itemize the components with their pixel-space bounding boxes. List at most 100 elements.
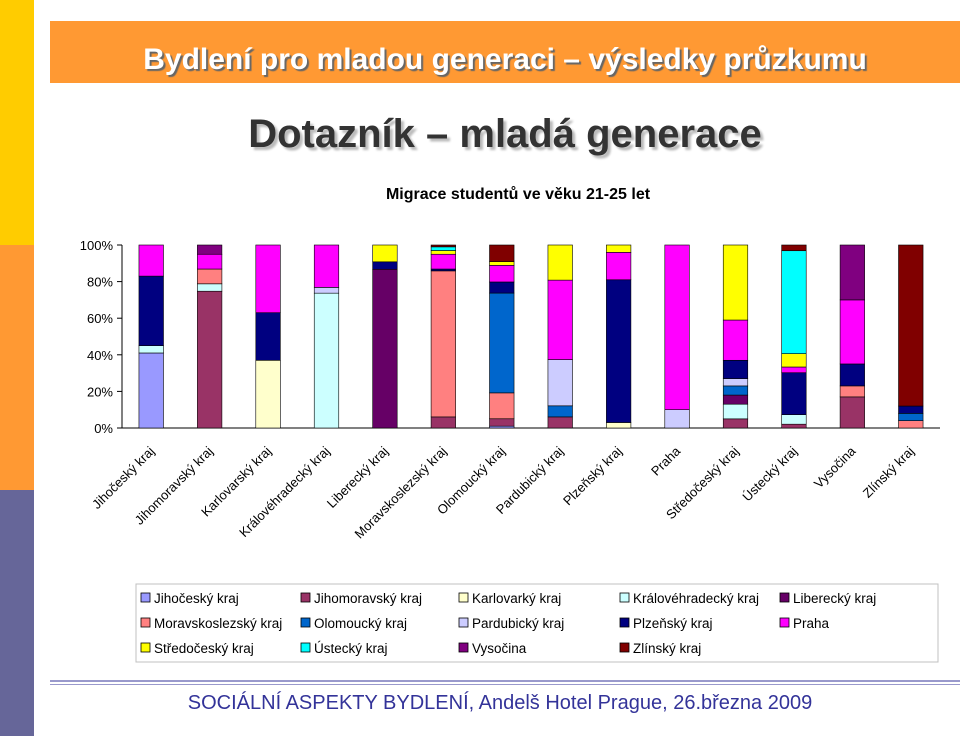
side-strip-middle xyxy=(0,245,34,490)
legend-swatch xyxy=(779,592,790,603)
legend-swatch xyxy=(619,592,630,603)
bar-segment xyxy=(722,319,749,361)
bar-segment xyxy=(255,312,281,361)
bar-segment xyxy=(664,409,690,429)
bar-segment xyxy=(839,299,865,365)
legend-swatch xyxy=(458,592,469,603)
bar-segment xyxy=(313,292,340,429)
bar-segment xyxy=(781,414,807,425)
bar-segment xyxy=(898,413,924,421)
legend-label: Plzeňský kraj xyxy=(633,616,713,631)
bar-segment xyxy=(430,250,456,255)
y-tick-label: 80% xyxy=(87,275,113,290)
bar-segment xyxy=(664,244,690,410)
bar-segment xyxy=(197,290,223,429)
bar-segment xyxy=(255,359,281,429)
legend-swatch xyxy=(619,617,630,628)
bar-segment xyxy=(489,392,515,420)
bar-segment xyxy=(839,363,865,387)
side-strip-bottom xyxy=(0,490,34,736)
bar-segment xyxy=(722,394,749,405)
legend-box xyxy=(135,583,939,663)
bar-segment xyxy=(606,252,632,281)
legend-label: Jihomoravský kraj xyxy=(314,591,422,606)
bar-segment xyxy=(255,244,281,314)
bar-segment xyxy=(197,283,223,292)
legend-swatch xyxy=(458,617,469,628)
bar-segment xyxy=(839,396,865,429)
bar-segment xyxy=(197,268,223,285)
legend-swatch xyxy=(619,642,630,653)
chart-title: Migrace studentů ve věku 21-25 let xyxy=(386,186,651,203)
bar-segment xyxy=(430,253,456,270)
bar-segment xyxy=(197,244,223,255)
bar-segment xyxy=(547,359,573,407)
bar-segment xyxy=(722,359,749,379)
legend-label: Moravskoslezský kraj xyxy=(154,616,282,631)
legend-swatch xyxy=(140,617,151,628)
slide-title: Bydlení pro mladou generaci – výsledky p… xyxy=(143,43,867,76)
y-tick-label: 100% xyxy=(80,238,114,253)
legend-label: Jihočeský kraj xyxy=(154,591,239,606)
bar-segment xyxy=(722,385,749,396)
footer-divider xyxy=(50,680,960,682)
bar-segment xyxy=(839,244,865,301)
bar-segment xyxy=(722,378,749,387)
side-strip-top xyxy=(0,0,34,245)
slide-subtitle: Dotazník – mladá generace xyxy=(248,112,762,156)
bar-segment xyxy=(138,275,164,346)
bar-segment xyxy=(547,416,573,429)
legend-label: Karlovarký kraj xyxy=(472,591,561,606)
legend-swatch xyxy=(779,617,790,628)
legend-swatch xyxy=(300,592,311,603)
bar-segment xyxy=(489,281,515,294)
bar-segment xyxy=(781,423,807,429)
bar-segment xyxy=(430,244,456,248)
bar-segment xyxy=(781,366,807,374)
legend-swatch xyxy=(300,617,311,628)
bar-segment xyxy=(372,268,398,429)
legend-label: Pardubický kraj xyxy=(472,616,564,631)
bar-segment xyxy=(781,353,807,368)
legend-label: Praha xyxy=(793,616,830,631)
bar-segment xyxy=(430,416,456,429)
bar-segment xyxy=(781,244,807,252)
y-tick-label: 0% xyxy=(94,421,113,436)
legend-swatch xyxy=(140,642,151,653)
bar-segment xyxy=(547,405,573,418)
footer-divider-thin xyxy=(50,684,960,685)
bar-segment xyxy=(313,287,340,294)
legend-swatch xyxy=(300,642,311,653)
bar-segment xyxy=(606,422,632,429)
footer-text: SOCIÁLNÍ ASPEKTY BYDLENÍ, Andelš Hotel P… xyxy=(187,692,813,714)
bar-segment xyxy=(606,244,632,253)
legend-label: Ústecký kraj xyxy=(314,641,388,656)
bar-segment xyxy=(489,244,515,262)
bar-segment xyxy=(898,405,924,414)
legend-swatch xyxy=(458,642,469,653)
bar-segment xyxy=(430,246,456,251)
legend-label: Zlínský kraj xyxy=(633,641,701,656)
bar-segment xyxy=(781,372,807,415)
y-tick-label: 40% xyxy=(87,348,113,363)
bar-segment xyxy=(547,279,573,360)
bar-segment xyxy=(138,345,164,354)
bar-segment xyxy=(138,352,164,429)
title-bar: Bydlení pro mladou generaci – výsledky p… xyxy=(50,21,960,83)
bar-segment xyxy=(138,244,164,277)
legend-label: Královéhradecký kraj xyxy=(633,591,759,606)
bar-segment xyxy=(898,420,924,429)
y-tick-label: 60% xyxy=(87,311,113,326)
bar-segment xyxy=(547,244,573,281)
bar-segment xyxy=(489,292,515,394)
bar-segment xyxy=(197,253,223,270)
bar-segment xyxy=(372,261,398,270)
bar-segment xyxy=(722,403,749,420)
bar-segment xyxy=(781,250,807,354)
bar-segment xyxy=(489,265,515,283)
bar-segment xyxy=(489,418,515,427)
bar-segment xyxy=(839,385,865,398)
legend-label: Vysočina xyxy=(472,641,527,656)
bar-segment xyxy=(313,244,340,288)
